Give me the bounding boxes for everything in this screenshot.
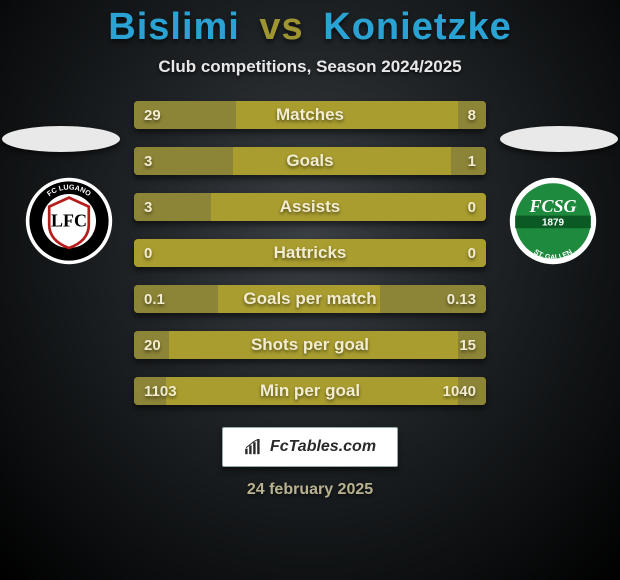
stat-label: Goals per match [134,289,486,309]
comparison-title: Bislimi vs Konietzke [0,0,620,49]
team-right-badge: FCSG 1879 ST. GALLEN [508,176,598,266]
svg-text:1879: 1879 [542,218,564,229]
pedestal-left [2,126,120,152]
stats-container: 298Matches 31Goals 30Assists 00Hattricks 0.1… [134,101,486,405]
stat-row: 30Assists [134,193,486,221]
competition-subtitle: Club competitions, Season 2024/2025 [0,57,620,77]
stat-row: 0.10.13Goals per match [134,285,486,313]
fctables-label: FcTables.com [270,438,376,456]
fctables-icon [244,439,264,455]
fctables-watermark: FcTables.com [222,427,398,467]
title-vs: vs [259,6,303,48]
stat-label: Matches [134,105,486,125]
svg-text:FCSG: FCSG [528,196,576,216]
stat-label: Min per goal [134,381,486,401]
stat-label: Shots per goal [134,335,486,355]
stat-row: 31Goals [134,147,486,175]
pedestal-right [500,126,618,152]
stat-row: 00Hattricks [134,239,486,267]
stat-label: Hattricks [134,243,486,263]
comparison-date: 24 february 2025 [0,481,620,499]
team-left-badge: LFC FC LUGANO [24,176,114,266]
stat-row: 298Matches [134,101,486,129]
svg-text:LFC: LFC [51,210,87,230]
stat-row: 11031040Min per goal [134,377,486,405]
stat-label: Goals [134,151,486,171]
stat-label: Assists [134,197,486,217]
player1-name: Bislimi [108,6,240,48]
player2-name: Konietzke [323,6,511,48]
stat-row: 2015Shots per goal [134,331,486,359]
